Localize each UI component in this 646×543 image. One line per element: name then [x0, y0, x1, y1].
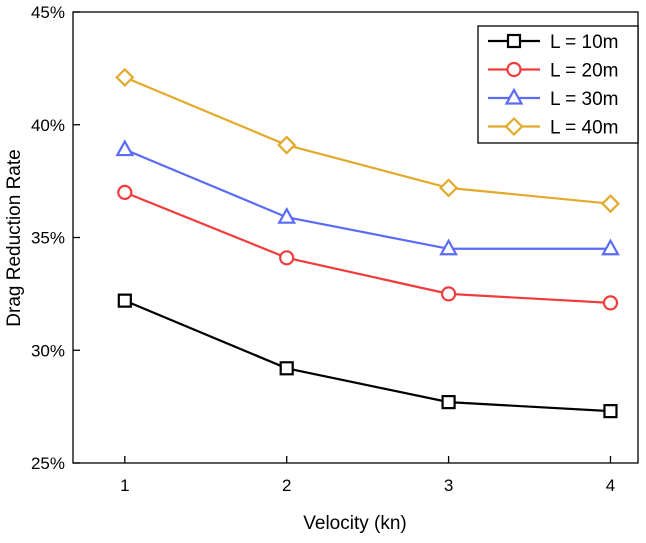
series-line	[124, 76, 611, 205]
legend-label: L = 30m	[550, 89, 618, 110]
legend: L = 10m L = 20m L = 30m L = 40m	[477, 25, 639, 144]
legend-item: L = 30m	[488, 87, 618, 110]
y-tick-label: 30%	[31, 341, 65, 360]
y-tick-label: 40%	[31, 116, 65, 135]
y-axis-label: Drag Reduction Rate	[4, 149, 25, 326]
data-point-diamond	[115, 67, 135, 87]
legend-label: L = 10m	[550, 32, 618, 53]
legend-label: L = 20m	[550, 61, 618, 82]
y-tick-label: 25%	[31, 454, 65, 473]
plot-marks	[115, 67, 621, 419]
series-l40m	[115, 67, 621, 214]
data-point-triangle	[504, 87, 524, 105]
series-l20m	[117, 184, 619, 311]
data-point-diamond	[600, 194, 621, 214]
data-point-circle	[279, 250, 295, 266]
y-tick-label: 45%	[31, 3, 65, 22]
legend-item: L = 20m	[488, 61, 618, 82]
legend-box	[477, 25, 639, 144]
legend-item: L = 10m	[488, 32, 618, 53]
series-line	[124, 148, 611, 250]
data-point-circle	[117, 184, 133, 200]
data-point-diamond	[277, 135, 297, 155]
x-tick-label: 2	[282, 476, 291, 495]
x-axis-label: Velocity (kn)	[303, 513, 406, 534]
y-tick-label: 35%	[31, 229, 65, 248]
legend-label: L = 40m	[550, 118, 618, 139]
x-tick-label: 4	[606, 476, 615, 495]
data-point-circle	[602, 295, 619, 311]
series-l10m	[117, 293, 618, 419]
series-l30m	[115, 139, 620, 256]
x-tick-label: 1	[120, 476, 129, 495]
data-point-triangle	[601, 238, 620, 256]
data-point-triangle	[439, 238, 458, 256]
data-point-diamond	[439, 178, 459, 198]
data-point-square	[506, 33, 522, 49]
series-line	[124, 191, 611, 304]
data-point-square	[279, 361, 294, 376]
data-point-square	[441, 395, 456, 410]
data-point-diamond	[504, 116, 524, 137]
series-line	[124, 299, 611, 413]
data-point-square	[117, 293, 132, 308]
data-point-square	[603, 404, 618, 419]
data-point-triangle	[115, 139, 135, 157]
data-point-circle	[506, 61, 522, 78]
legend-item: L = 40m	[488, 116, 618, 139]
data-point-circle	[440, 286, 457, 302]
x-tick-label: 3	[444, 476, 453, 495]
axes: 25% 30% 35% 40% 45% 1 2 3 4	[31, 3, 615, 495]
data-point-triangle	[277, 206, 297, 224]
